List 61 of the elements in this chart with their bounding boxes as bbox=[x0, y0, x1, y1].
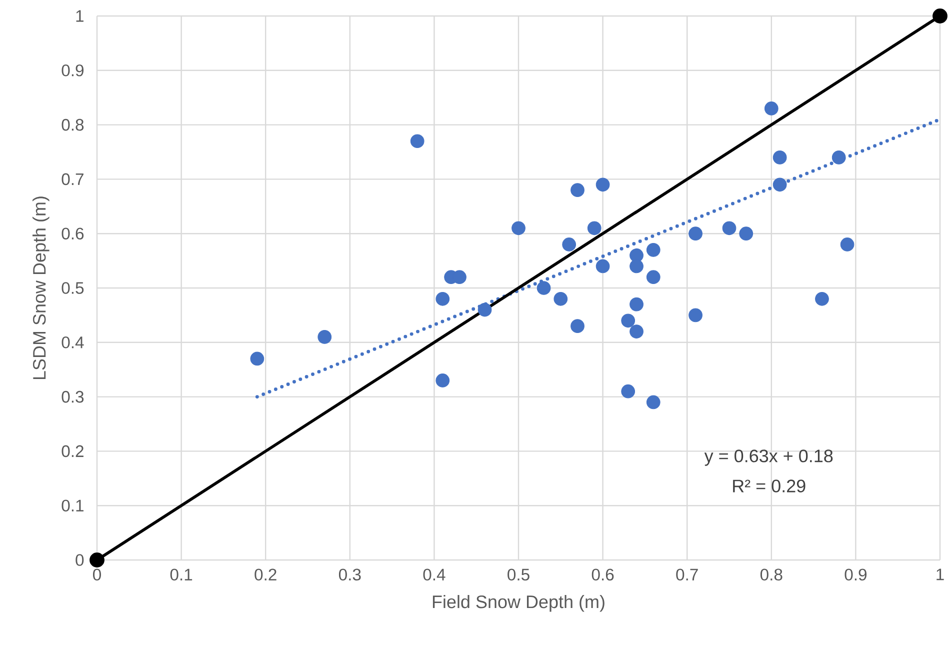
point bbox=[436, 292, 450, 306]
point bbox=[536, 281, 551, 295]
annotation: R² = 0.29 bbox=[733, 480, 806, 492]
y-tick-label: 0.3 bbox=[62, 390, 84, 403]
point bbox=[932, 8, 948, 24]
y-tick-label: 0.8 bbox=[62, 118, 84, 131]
point bbox=[840, 238, 854, 252]
point bbox=[621, 314, 636, 328]
y-tick-label: 0.1 bbox=[62, 500, 84, 512]
point bbox=[90, 552, 104, 568]
x-tick-label: 0.8 bbox=[760, 568, 782, 581]
point bbox=[646, 242, 660, 257]
x-tick-label: 0.7 bbox=[676, 568, 698, 581]
annotation: y = 0.63x + 0.18 bbox=[704, 450, 833, 466]
point bbox=[832, 150, 846, 164]
y-tick-label: 0.7 bbox=[62, 173, 84, 186]
y-tick-label: 0.9 bbox=[62, 64, 84, 76]
point bbox=[646, 270, 660, 284]
point bbox=[587, 221, 602, 236]
point bbox=[630, 324, 644, 338]
x-tick-label: 0.5 bbox=[508, 568, 530, 581]
x-tick-label: 0.1 bbox=[170, 568, 192, 581]
point bbox=[630, 259, 644, 274]
point bbox=[772, 150, 787, 164]
point bbox=[764, 102, 778, 116]
x-tick-label: 0.4 bbox=[423, 568, 446, 581]
point bbox=[410, 134, 424, 148]
y-tick-label: 0 bbox=[76, 554, 84, 566]
y-tick-label: 0.5 bbox=[62, 282, 84, 294]
point bbox=[688, 308, 702, 322]
y-tick-label: 0.2 bbox=[62, 445, 84, 458]
point bbox=[478, 302, 492, 317]
point bbox=[436, 374, 450, 388]
point bbox=[250, 352, 264, 366]
y-tick-label: 1 bbox=[76, 10, 84, 22]
y-tick-label: 0.4 bbox=[62, 336, 84, 348]
x-tick-label: 0.9 bbox=[844, 568, 867, 581]
point bbox=[596, 259, 610, 274]
point bbox=[815, 292, 829, 306]
point bbox=[318, 330, 332, 344]
point bbox=[570, 183, 584, 198]
x-tick-label: 0 bbox=[93, 568, 101, 581]
x-tick-label: 0.6 bbox=[592, 568, 614, 581]
point bbox=[621, 384, 636, 398]
point bbox=[772, 178, 787, 192]
point bbox=[739, 226, 754, 241]
x-axis-title: Field Snow Depth (m) bbox=[432, 594, 604, 612]
point bbox=[630, 297, 644, 312]
y-tick-label: 0.6 bbox=[62, 228, 84, 240]
point bbox=[596, 178, 610, 192]
x-tick-label: 0.3 bbox=[338, 568, 361, 581]
x-tick-label: 0.2 bbox=[254, 568, 276, 581]
point bbox=[570, 319, 584, 334]
point bbox=[562, 238, 576, 252]
y-axis-title: LSDM Snow Depth (m) bbox=[32, 196, 50, 380]
point bbox=[512, 221, 526, 236]
point bbox=[688, 226, 702, 241]
point bbox=[646, 395, 660, 410]
point bbox=[722, 221, 736, 236]
point bbox=[554, 292, 568, 306]
x-tick-label: 1 bbox=[936, 568, 944, 580]
